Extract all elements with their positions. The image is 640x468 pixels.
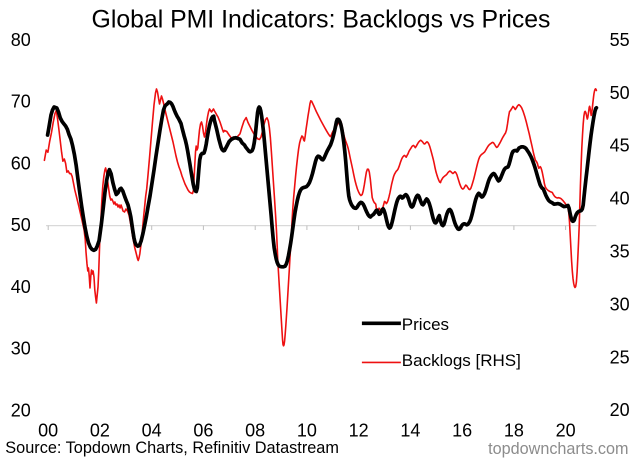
svg-text:40: 40	[11, 277, 31, 297]
svg-text:Source: Topdown Charts, Refini: Source: Topdown Charts, Refinitiv Datast…	[5, 439, 339, 457]
svg-text:16: 16	[452, 421, 472, 441]
svg-text:04: 04	[142, 421, 162, 441]
svg-text:12: 12	[349, 421, 369, 441]
svg-text:50: 50	[11, 215, 31, 235]
svg-text:20: 20	[11, 400, 31, 420]
svg-text:06: 06	[193, 421, 213, 441]
svg-text:00: 00	[38, 421, 58, 441]
svg-text:40: 40	[610, 189, 630, 209]
svg-text:50: 50	[610, 83, 630, 103]
svg-text:08: 08	[245, 421, 265, 441]
svg-text:20: 20	[556, 421, 576, 441]
svg-text:18: 18	[504, 421, 524, 441]
svg-text:Global PMI Indicators: Backlog: Global PMI Indicators: Backlogs vs Price…	[92, 7, 551, 34]
svg-text:02: 02	[90, 421, 110, 441]
svg-text:20: 20	[610, 400, 630, 420]
svg-text:45: 45	[610, 136, 630, 156]
svg-text:Backlogs [RHS]: Backlogs [RHS]	[402, 351, 521, 370]
svg-text:14: 14	[400, 421, 420, 441]
svg-text:10: 10	[297, 421, 317, 441]
svg-text:55: 55	[610, 30, 630, 50]
svg-text:80: 80	[11, 30, 31, 50]
svg-text:35: 35	[610, 242, 630, 262]
svg-text:30: 30	[610, 294, 630, 314]
svg-text:70: 70	[11, 92, 31, 112]
svg-text:topdowncharts.com: topdowncharts.com	[488, 440, 628, 458]
svg-text:25: 25	[610, 347, 630, 367]
svg-text:60: 60	[11, 153, 31, 173]
svg-text:Prices: Prices	[402, 315, 449, 334]
svg-text:30: 30	[11, 339, 31, 359]
